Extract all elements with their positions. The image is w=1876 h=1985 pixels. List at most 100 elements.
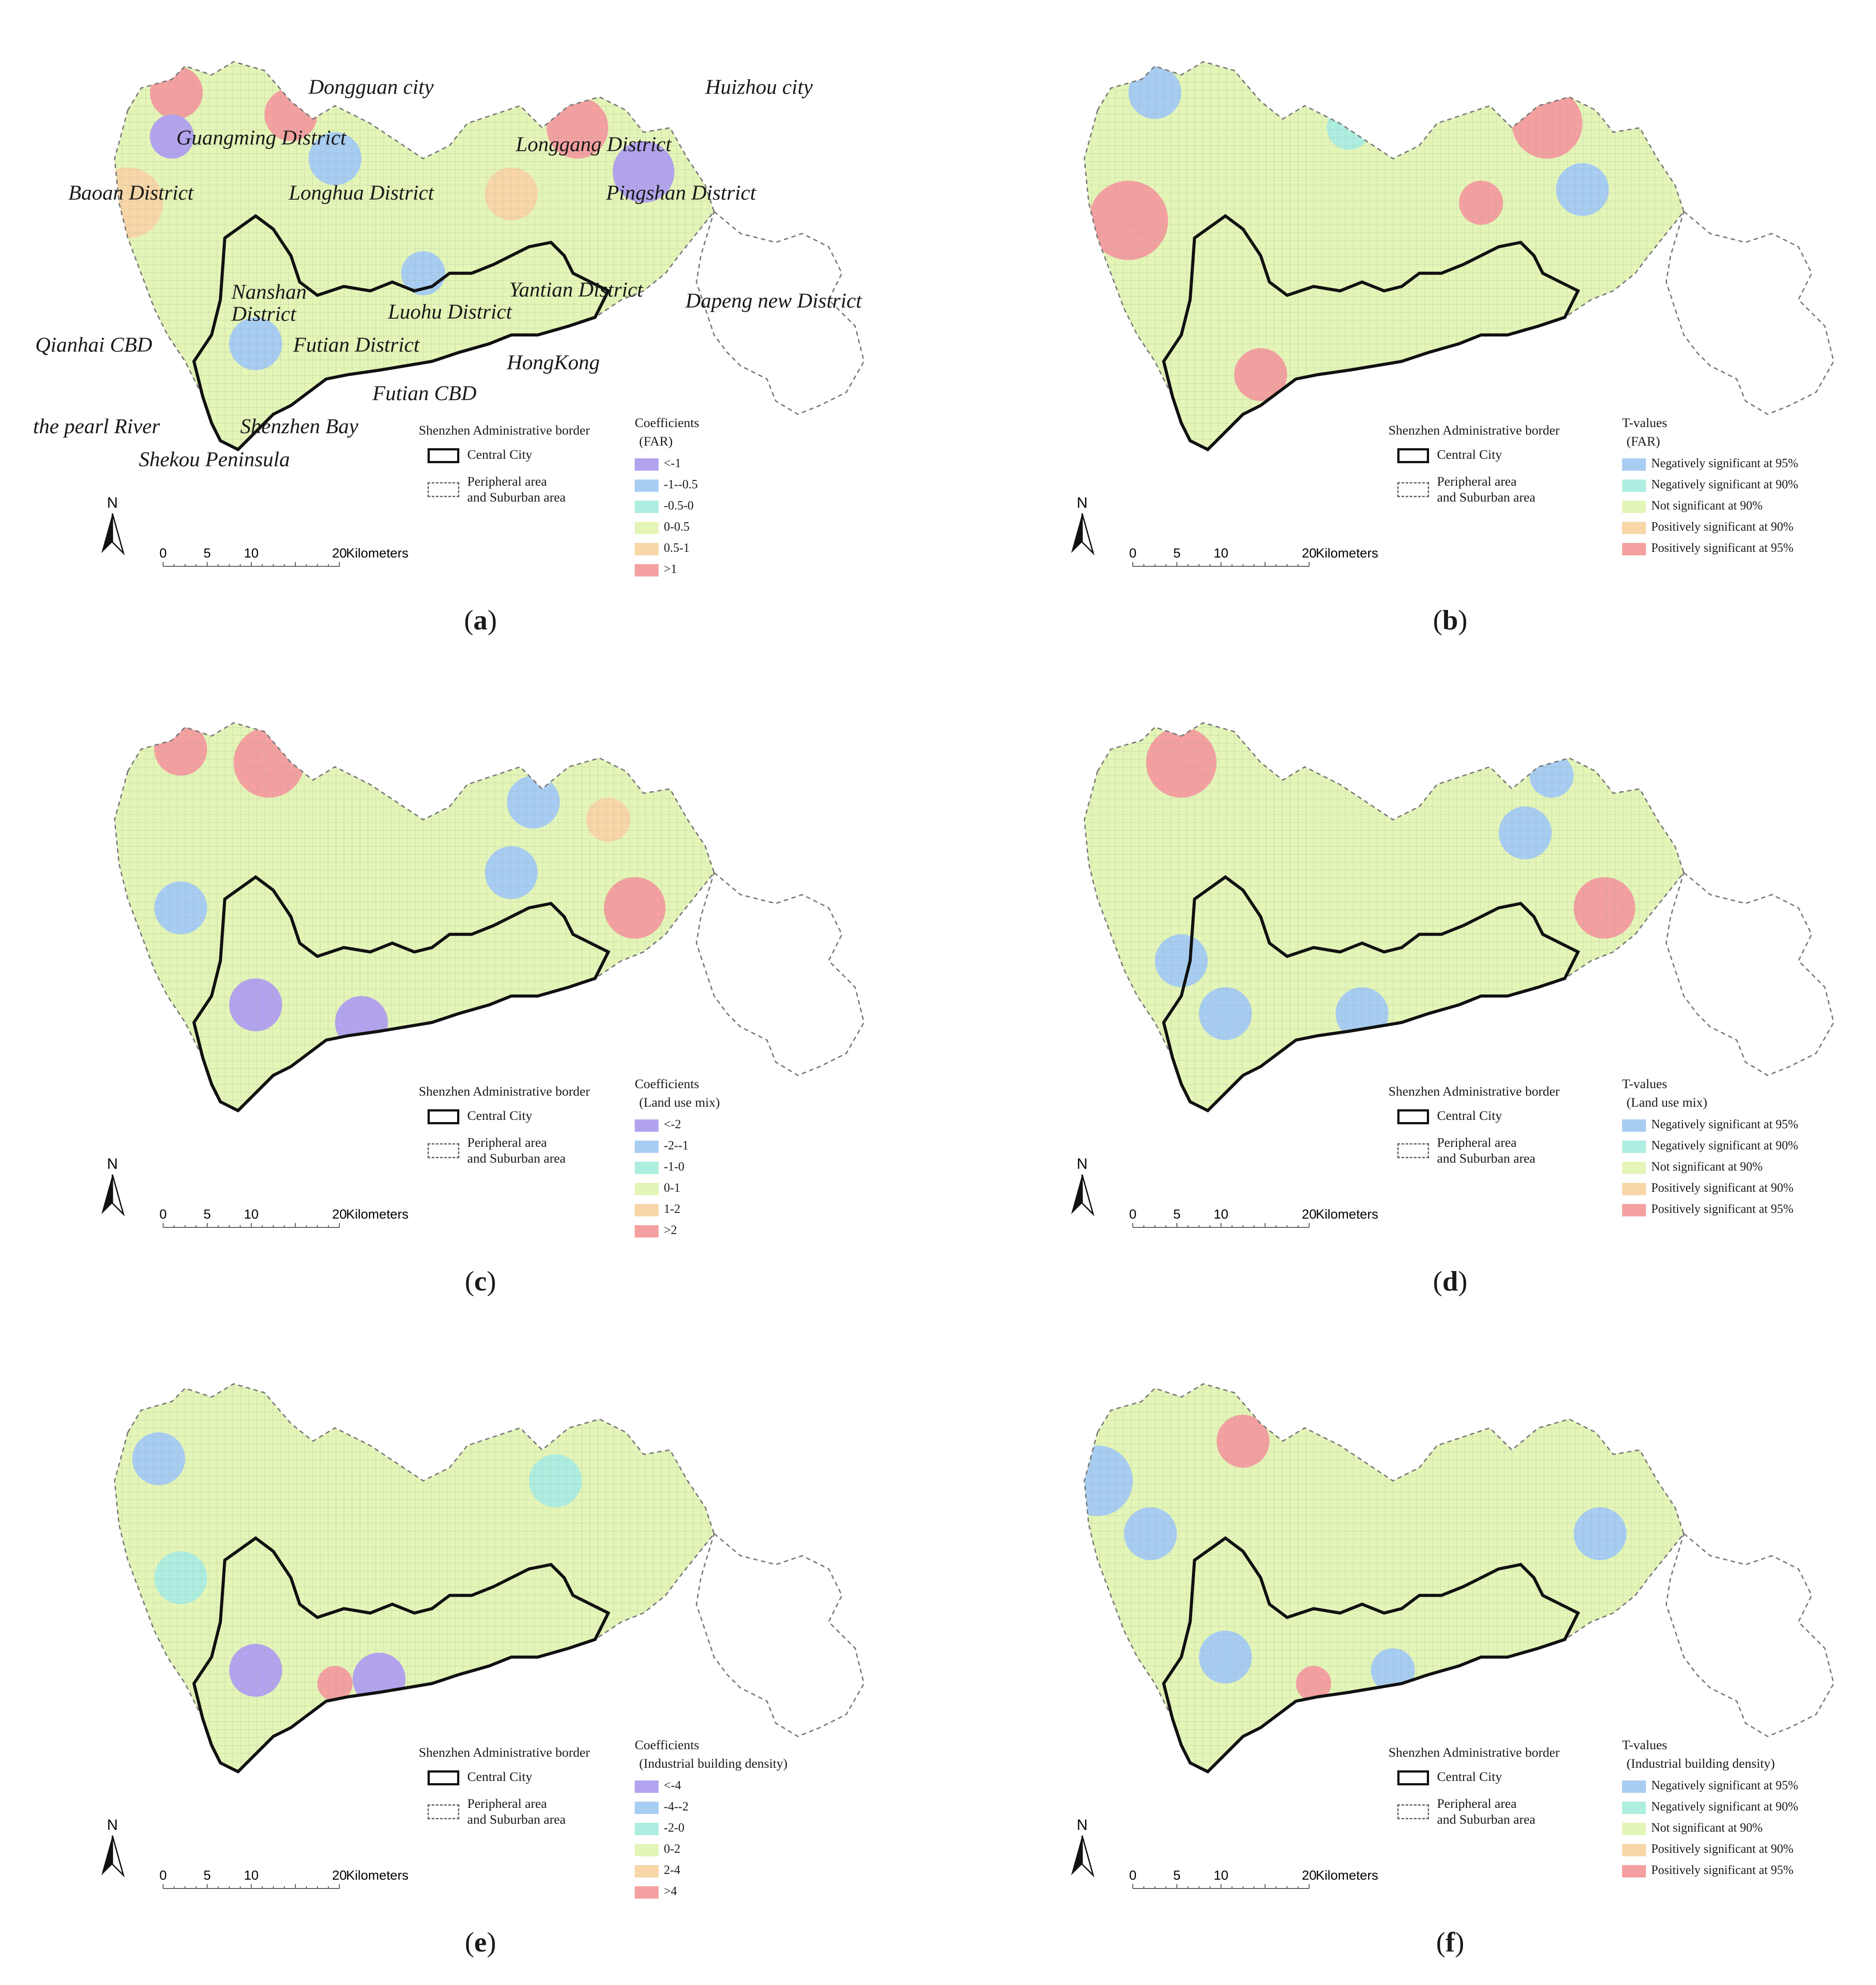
dapeng-border-c xyxy=(696,871,865,1076)
scale-bar-d: 0 5 10 20 Kilometers xyxy=(1128,1201,1437,1236)
legend-central-city-f: Central City xyxy=(1397,1769,1502,1786)
dapeng-border-f xyxy=(1665,1532,1835,1737)
legend-class-c-5: >2 xyxy=(635,1223,677,1238)
legend-peripheral-c: Peripheral area and Suburban area xyxy=(428,1135,566,1167)
legend-border-title-c: Shenzhen Administrative border xyxy=(419,1084,590,1099)
label-dapeng: Dapeng new District xyxy=(685,289,862,312)
legend-central-city-a: Central City xyxy=(428,447,532,464)
legend-class-f-0: Negatively significant at 95% xyxy=(1622,1778,1798,1793)
svg-text:N: N xyxy=(1077,1817,1088,1833)
svg-text:20: 20 xyxy=(332,546,346,561)
map-e xyxy=(114,1383,865,1774)
legend-title-c: Coefficients xyxy=(635,1077,700,1091)
legend-class-e-2: -2-0 xyxy=(635,1821,685,1836)
north-arrow-a: N xyxy=(93,494,132,558)
svg-text:10: 10 xyxy=(1213,1207,1228,1222)
central-city-border-f xyxy=(1162,1536,1580,1774)
north-arrow-e: N xyxy=(93,1816,132,1880)
legend-class-c-1: -2--1 xyxy=(635,1138,689,1153)
legend-peripheral-e: Peripheral area and Suburban area xyxy=(428,1796,566,1828)
label-futian: Futian District xyxy=(293,333,420,357)
legend-title-e: Coefficients xyxy=(635,1738,700,1752)
label-baoan: Baoan District xyxy=(68,181,194,204)
label-shenzhen-bay: Shenzhen Bay xyxy=(240,415,358,438)
scale-bar-a: 0 5 10 20 Kilometers xyxy=(159,540,467,575)
panel-e xyxy=(26,1349,934,1966)
svg-text:Kilometers: Kilometers xyxy=(346,1868,409,1883)
legend-border-title-f: Shenzhen Administrative border xyxy=(1388,1745,1560,1760)
legend-class-e-1: -4--2 xyxy=(635,1799,689,1814)
dapeng-border-a xyxy=(696,210,865,415)
legend-class-b-3: Positively significant at 90% xyxy=(1622,520,1794,535)
legend-class-e-5: >4 xyxy=(635,1884,677,1899)
svg-text:Kilometers: Kilometers xyxy=(1316,546,1378,561)
dapeng-border-b xyxy=(1665,210,1835,415)
map-d xyxy=(1083,722,1835,1113)
legend-peripheral-d: Peripheral area and Suburban area xyxy=(1397,1135,1535,1167)
legend-class-d-1: Negatively significant at 90% xyxy=(1622,1138,1798,1153)
label-huizhou: Huizhou city xyxy=(705,75,813,99)
svg-text:10: 10 xyxy=(244,1868,258,1883)
legend-peripheral-a: Peripheral area and Suburban area xyxy=(428,474,566,506)
legend-class-d-2: Not significant at 90% xyxy=(1622,1160,1763,1175)
legend-central-city-b: Central City xyxy=(1397,447,1502,464)
svg-text:10: 10 xyxy=(1213,546,1228,561)
legend-border-title-e: Shenzhen Administrative border xyxy=(419,1745,590,1760)
svg-text:Kilometers: Kilometers xyxy=(346,546,409,561)
legend-border-title-d: Shenzhen Administrative border xyxy=(1388,1084,1560,1099)
svg-text:20: 20 xyxy=(1302,1207,1316,1222)
legend-subtitle-a: (FAR) xyxy=(639,434,673,449)
legend-central-city-e: Central City xyxy=(428,1769,532,1786)
svg-text:5: 5 xyxy=(1173,1868,1181,1883)
svg-text:Kilometers: Kilometers xyxy=(1316,1868,1378,1883)
caption-c: (c) xyxy=(465,1265,496,1297)
legend-class-e-3: 0-2 xyxy=(635,1842,680,1857)
svg-text:5: 5 xyxy=(1173,546,1181,561)
legend-subtitle-d: (Land use mix) xyxy=(1627,1095,1708,1110)
svg-text:10: 10 xyxy=(244,1207,258,1222)
dapeng-border-d xyxy=(1665,871,1835,1076)
central-city-border-d xyxy=(1162,875,1580,1113)
north-arrow-b: N xyxy=(1062,494,1102,558)
label-guangming: Guangming District xyxy=(176,126,346,149)
legend-class-b-1: Negatively significant at 90% xyxy=(1622,477,1798,492)
legend-class-d-4: Positively significant at 95% xyxy=(1622,1202,1794,1217)
label-nanshan-2: District xyxy=(231,302,296,326)
scale-bar-c: 0 5 10 20 Kilometers xyxy=(159,1201,467,1236)
svg-text:10: 10 xyxy=(1213,1868,1228,1883)
svg-text:0: 0 xyxy=(160,1868,167,1883)
svg-text:5: 5 xyxy=(204,1207,211,1222)
svg-text:N: N xyxy=(107,494,118,511)
legend-central-city-c: Central City xyxy=(428,1108,532,1125)
legend-class-f-1: Negatively significant at 90% xyxy=(1622,1799,1798,1814)
map-a xyxy=(114,61,865,452)
legend-border-title-b: Shenzhen Administrative border xyxy=(1388,423,1560,438)
panel-b xyxy=(996,26,1876,643)
svg-text:N: N xyxy=(1077,1156,1088,1172)
legend-border-title-a: Shenzhen Administrative border xyxy=(419,423,590,438)
legend-title-d: T-values xyxy=(1622,1077,1668,1091)
svg-text:0: 0 xyxy=(160,546,167,561)
svg-text:5: 5 xyxy=(204,546,211,561)
label-futian-cbd: Futian CBD xyxy=(372,382,476,405)
legend-class-c-2: -1-0 xyxy=(635,1160,685,1175)
legend-peripheral-f: Peripheral area and Suburban area xyxy=(1397,1796,1535,1828)
label-luohu: Luohu District xyxy=(388,300,512,323)
north-arrow-c: N xyxy=(93,1155,132,1219)
svg-text:Kilometers: Kilometers xyxy=(346,1207,409,1222)
legend-title-a: Coefficients xyxy=(635,416,700,430)
panel-f xyxy=(996,1349,1876,1966)
legend-title-f: T-values xyxy=(1622,1738,1668,1752)
legend-class-a-3: 0-0.5 xyxy=(635,520,689,535)
caption-e: (e) xyxy=(465,1926,496,1958)
svg-text:0: 0 xyxy=(160,1207,167,1222)
legend-class-a-5: >1 xyxy=(635,562,677,577)
panel-a xyxy=(26,26,934,643)
label-longgang: Longgang District xyxy=(516,133,672,156)
svg-text:N: N xyxy=(1077,494,1088,511)
central-city-border-a xyxy=(192,214,610,452)
legend-class-c-4: 1-2 xyxy=(635,1202,680,1217)
svg-text:0: 0 xyxy=(1129,1868,1137,1883)
svg-text:0: 0 xyxy=(1129,546,1137,561)
legend-subtitle-f: (Industrial building density) xyxy=(1627,1756,1775,1771)
